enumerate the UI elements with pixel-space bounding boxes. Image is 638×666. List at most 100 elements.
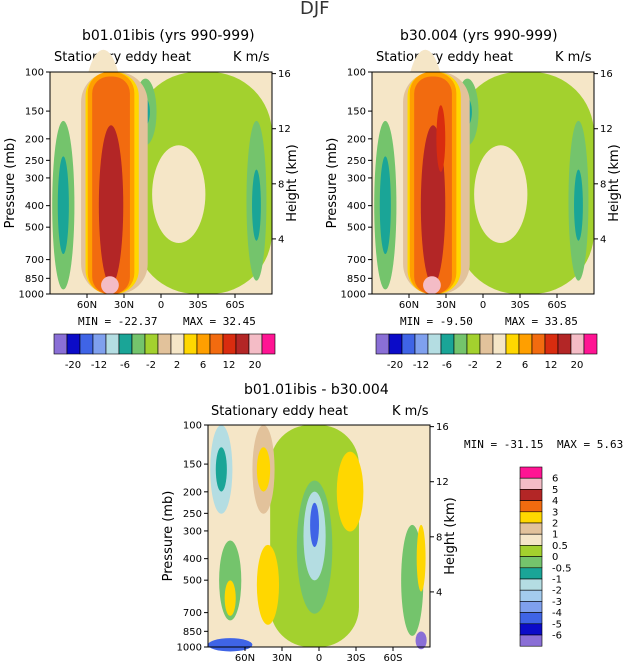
- panel3-left-label: Stationary eddy heat: [211, 404, 348, 419]
- panel2-left-label: Stationary eddy heat: [376, 50, 513, 65]
- height-tick-label: 16: [436, 422, 449, 433]
- y2-axis-label: Height (km): [607, 144, 622, 221]
- colorbar-label: 2: [496, 360, 502, 371]
- colorbar-swatch: [170, 333, 185, 355]
- field-max-core: [436, 105, 446, 172]
- colorbar-label: 6: [522, 360, 528, 371]
- pressure-tick-label: 850: [347, 274, 366, 285]
- colorbar-swatch: [144, 333, 159, 355]
- colorbar-label: -2: [146, 360, 156, 371]
- heatmap-field-1: [49, 49, 273, 295]
- colorbar-swatch: [196, 333, 211, 355]
- colorbar-swatch: [92, 333, 107, 355]
- pressure-tick-label: 200: [347, 134, 366, 145]
- colorbar-swatch: [557, 333, 572, 355]
- colorbar-swatch: [518, 333, 533, 355]
- colorbar-swatch: [519, 612, 543, 625]
- pressure-tick-label: 150: [183, 460, 202, 471]
- heatmap-field-2: [371, 49, 595, 295]
- colorbar-swatch: [519, 589, 543, 602]
- pressure-tick-label: 250: [183, 509, 202, 520]
- colorbar-label: -5: [552, 619, 562, 630]
- colorbar-swatch: [388, 333, 403, 355]
- colorbar-label: 3: [552, 507, 558, 518]
- colorbar-label: 4: [552, 496, 558, 507]
- panel1-left-label: Stationary eddy heat: [54, 50, 191, 65]
- lat-tick-label: 60N: [235, 653, 255, 664]
- lat-tick-label: 60N: [399, 300, 419, 311]
- height-tick-label: 4: [278, 234, 284, 245]
- colorbar-swatch: [157, 333, 172, 355]
- colorbar-swatch: [261, 333, 276, 355]
- field-blue-region: [310, 502, 319, 548]
- pressure-tick-label: 700: [347, 255, 366, 266]
- colorbar-swatch: [544, 333, 559, 355]
- colorbar-swatch: [53, 333, 68, 355]
- colorbar-label: 12: [545, 360, 558, 371]
- field-tan-region: [474, 145, 528, 243]
- colorbar-swatch: [466, 333, 481, 355]
- colorbar-label: -1: [552, 575, 562, 586]
- colorbar-swatch: [131, 333, 146, 355]
- colorbar-swatch: [531, 333, 546, 355]
- lat-tick-label: 30S: [346, 653, 365, 664]
- colorbar-swatch: [583, 333, 598, 355]
- panel1-right-label: K m/s: [233, 50, 270, 65]
- colorbar-swatch: [183, 333, 198, 355]
- pressure-tick-label: 850: [25, 274, 44, 285]
- panel2-title: b30.004 (yrs 990-999): [400, 28, 558, 44]
- lat-tick-label: 0: [480, 300, 486, 311]
- colorbar-swatch: [66, 333, 81, 355]
- field-max-core: [98, 125, 124, 286]
- colorbar-label: -2: [468, 360, 478, 371]
- pressure-tick-label: 150: [347, 107, 366, 118]
- colorbar-swatch: [235, 333, 250, 355]
- colorbar-label: 6: [200, 360, 206, 371]
- height-tick-label: 12: [600, 124, 613, 135]
- colorbar-swatch: [570, 333, 585, 355]
- colorbar-label: 2: [552, 519, 558, 530]
- pressure-tick-label: 200: [183, 487, 202, 498]
- field-yellow-region: [416, 524, 426, 592]
- pressure-tick-label: 100: [347, 68, 366, 79]
- field-teal-region: [57, 156, 69, 255]
- colorbar-label: -2: [552, 586, 562, 597]
- panel3-max: MAX = 5.63: [557, 438, 624, 451]
- colorbar-swatch: [118, 333, 133, 355]
- lat-tick-label: 30N: [114, 300, 134, 311]
- pressure-tick-label: 1000: [19, 290, 44, 301]
- colorbar-swatch: [479, 333, 494, 355]
- pressure-tick-label: 300: [347, 173, 366, 184]
- figure-title: DJF: [300, 0, 330, 19]
- y2-axis-label: Height (km): [443, 497, 458, 574]
- height-tick-label: 8: [278, 179, 284, 190]
- colorbar-swatch: [519, 500, 543, 513]
- pressure-tick-label: 700: [183, 608, 202, 619]
- colorbar-label: -12: [91, 360, 107, 371]
- pressure-tick-label: 200: [25, 134, 44, 145]
- colorbar-label: -6: [120, 360, 130, 371]
- pressure-tick-label: 400: [25, 201, 44, 212]
- y-axis-label: Pressure (mb): [161, 491, 176, 582]
- colorbar-label: 5: [552, 485, 558, 496]
- field-max-core: [423, 276, 441, 294]
- heatmap-field-3: [207, 424, 431, 652]
- colorbar-swatch: [222, 333, 237, 355]
- y2-axis-label: Height (km): [285, 144, 300, 221]
- y-axis-label: Pressure (mb): [325, 138, 340, 229]
- colorbar-swatch: [519, 533, 543, 546]
- pressure-tick-label: 300: [183, 526, 202, 537]
- field-teal-region: [574, 169, 583, 241]
- pressure-tick-label: 400: [183, 554, 202, 565]
- pressure-tick-label: 100: [183, 421, 202, 432]
- colorbar-label: -12: [413, 360, 429, 371]
- pressure-tick-label: 500: [347, 223, 366, 234]
- colorbar-label: -6: [442, 360, 452, 371]
- panel2-right-label: K m/s: [555, 50, 592, 65]
- colorbar-swatch: [519, 545, 543, 557]
- colorbar-swatch: [105, 333, 120, 355]
- pressure-tick-label: 1000: [341, 290, 366, 301]
- height-tick-label: 8: [436, 532, 442, 543]
- field-yellow-region: [256, 544, 280, 625]
- colorbar-label: 1: [552, 530, 558, 541]
